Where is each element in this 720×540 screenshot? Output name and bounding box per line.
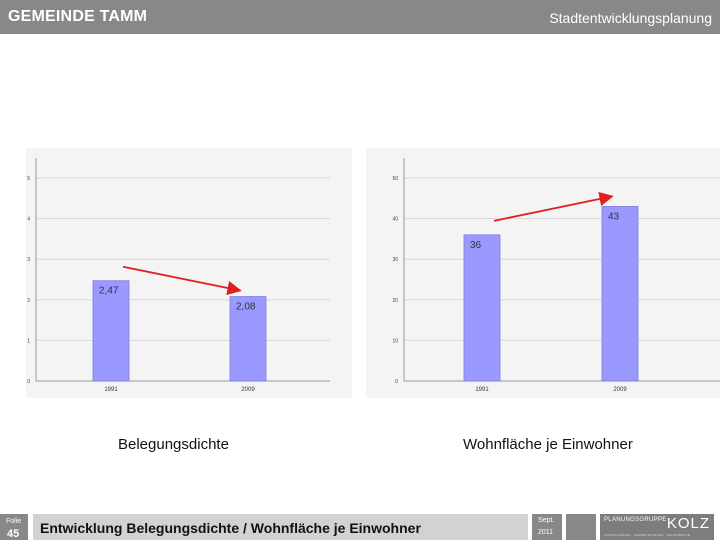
x-tick-label: 1991 (104, 387, 118, 393)
chart-wohnflaeche: 0 10 20 30 40 50 36 1991 43 2009 (366, 148, 720, 398)
bar-value-label: 2,08 (236, 302, 256, 313)
y-tick-label: 2 (27, 298, 30, 304)
bar-2009 (601, 206, 639, 382)
y-tick-label: 30 (392, 257, 398, 263)
page-title: GEMEINDE TAMM (8, 8, 148, 25)
y-tick-label: 4 (27, 217, 30, 223)
caption-belegungsdichte: Belegungsdichte (118, 436, 229, 453)
chart-belegungsdichte-svg: 0 1 2 3 4 5 2,47 1991 2,08 2009 (27, 158, 330, 393)
y-tick-label: 0 (395, 379, 398, 385)
footer-spacer-box (566, 514, 596, 540)
bar-1991 (463, 234, 501, 382)
y-tick-label: 5 (27, 176, 30, 182)
y-tick-label: 10 (392, 338, 398, 344)
y-tick-label: 40 (392, 217, 398, 223)
logo-big-text: KOLZ (666, 515, 710, 532)
slide-number-box (0, 514, 28, 540)
page-subtitle: Stadtentwicklungsplanung (549, 10, 712, 26)
x-tick-label: 1991 (475, 387, 489, 393)
caption-wohnflaeche: Wohnfläche je Einwohner (463, 436, 633, 453)
bar-value-label: 36 (470, 240, 482, 251)
y-tick-label: 0 (27, 379, 30, 385)
bar-1991 (92, 280, 130, 382)
header-bar: GEMEINDE TAMM Stadtentwicklungsplanung (0, 0, 720, 34)
footer-title-bar (33, 514, 528, 540)
y-tick-label: 3 (27, 257, 30, 263)
date-year: 2011 (538, 529, 554, 536)
y-tick-label: 1 (27, 338, 30, 344)
folie-label: Folie (6, 518, 22, 525)
slide-number: 45 (7, 528, 20, 540)
date-box (532, 514, 562, 540)
planungsgruppe-kolz-logo: PLANUNGSGRUPPE KOLZ STADTPLANUNG · UMWEL… (600, 514, 714, 540)
date-month: Sept. (538, 517, 555, 524)
y-tick-label: 50 (392, 176, 398, 182)
chart-wohnflaeche-svg: 0 10 20 30 40 50 36 1991 43 2009 (392, 158, 720, 393)
x-tick-label: 2009 (241, 387, 255, 393)
footer-title: Entwicklung Belegungsdichte / Wohnfläche… (40, 520, 421, 536)
logo-tagline: STADTPLANUNG · UMWELTPLANUNG · ARCHITEKT… (604, 533, 691, 537)
bar-value-label: 43 (608, 211, 620, 222)
logo-small-text: PLANUNGSGRUPPE (604, 517, 667, 523)
y-tick-label: 20 (392, 298, 398, 304)
bar-value-label: 2,47 (99, 286, 119, 297)
bar-2009 (229, 296, 267, 382)
chart-belegungsdichte: 0 1 2 3 4 5 2,47 1991 2,08 2009 (26, 148, 352, 398)
trend-arrow (493, 191, 614, 222)
trend-arrow (122, 265, 242, 296)
x-tick-label: 2009 (613, 387, 627, 393)
